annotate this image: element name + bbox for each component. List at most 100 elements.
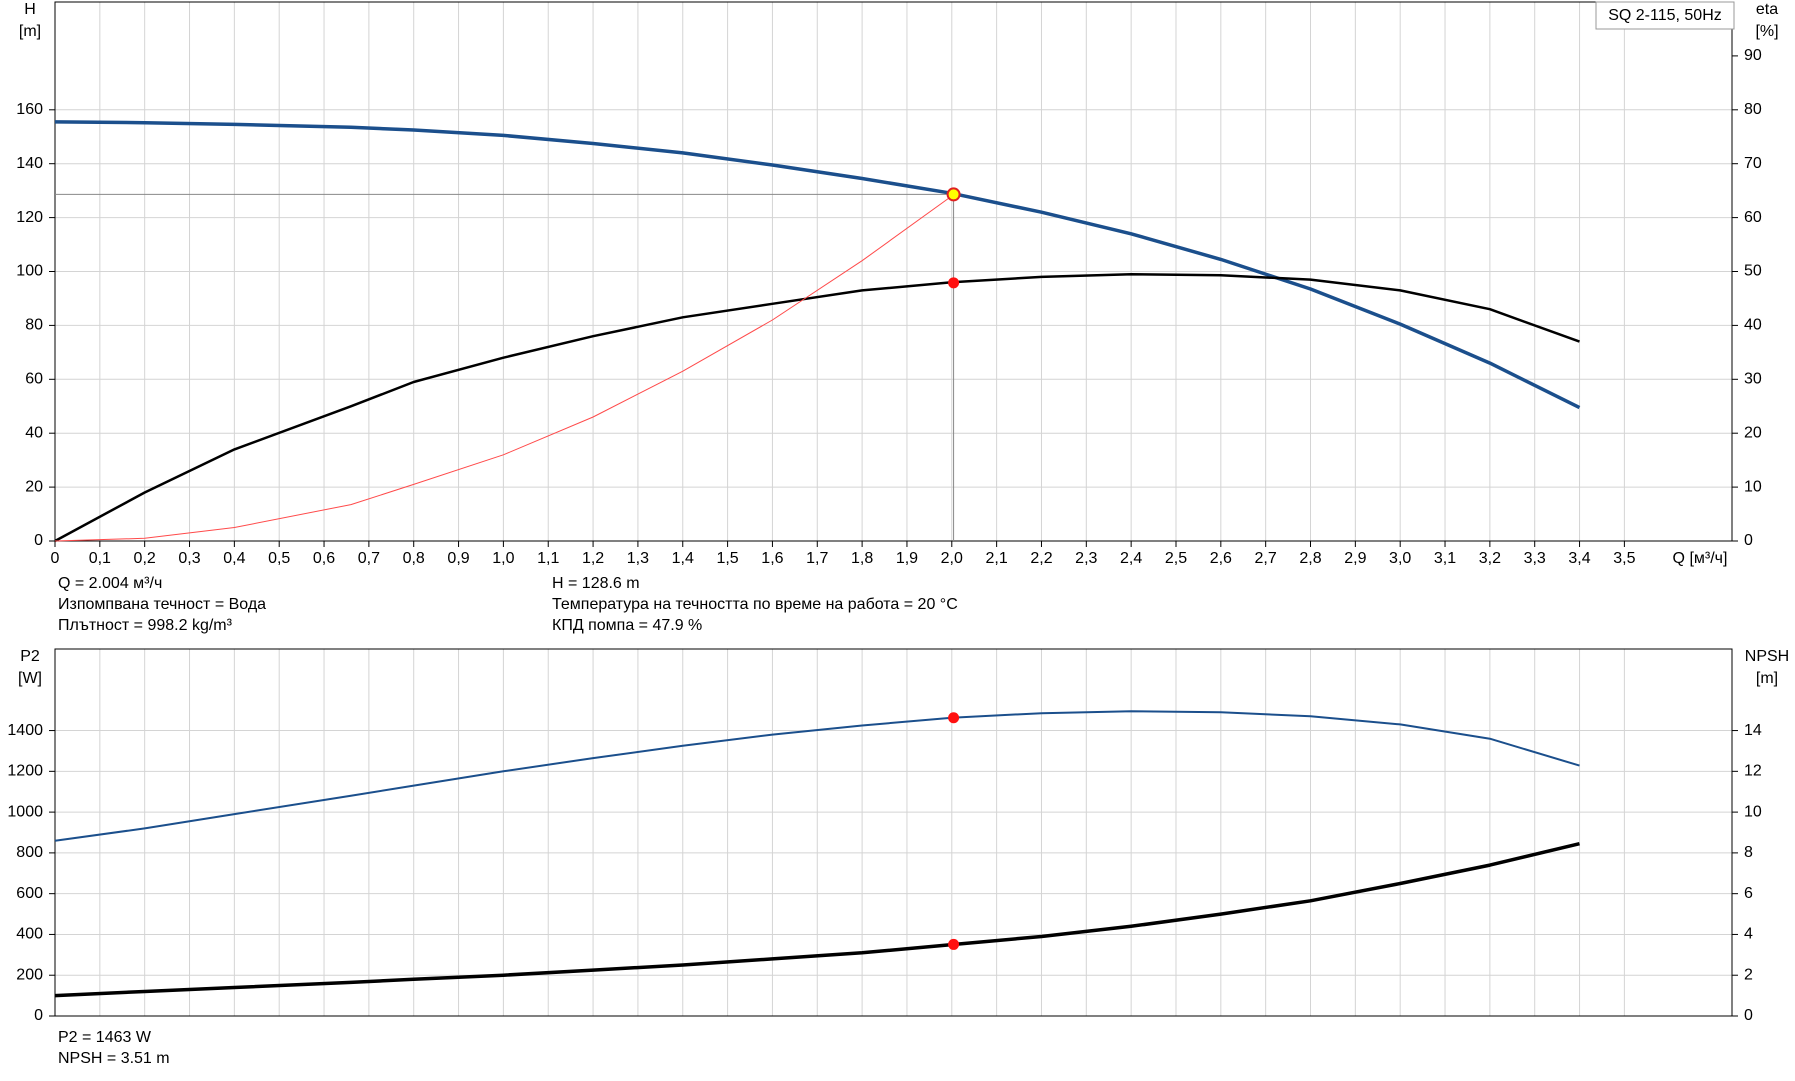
x-tick-label: 1,3 — [627, 550, 649, 567]
x-tick-label: 2,6 — [1210, 550, 1232, 567]
x-tick-label: 2,1 — [986, 550, 1008, 567]
plot-frame — [54, 648, 1733, 1017]
y-tick-label: 20 — [25, 478, 43, 495]
y2-tick-label: 10 — [1744, 803, 1762, 820]
x-tick-label: 2,4 — [1120, 550, 1142, 567]
y-tick-label: 80 — [25, 317, 43, 334]
info-text: Q = 2.004 м³/ч — [58, 575, 162, 592]
x-tick-label: 2,9 — [1344, 550, 1366, 567]
info-text: NPSH = 3.51 m — [58, 1050, 170, 1067]
x-axis-label: Q [м³/ч] — [1673, 550, 1728, 567]
y2-tick-label: 60 — [1744, 209, 1762, 226]
x-tick-label: 1,1 — [537, 550, 559, 567]
y-tick-label: 400 — [16, 926, 43, 943]
info-text: КПД помпа = 47.9 % — [552, 617, 702, 634]
y-tick-label: 1200 — [7, 763, 43, 780]
y2-tick-label: 50 — [1744, 263, 1762, 280]
x-tick-label: 1,2 — [582, 550, 604, 567]
curve — [54, 841, 1580, 998]
x-tick-label: 1,9 — [896, 550, 918, 567]
x-tick-label: 0,5 — [268, 550, 290, 567]
y-axis-label: [W] — [18, 670, 42, 687]
y2-tick-label: 0 — [1744, 1007, 1753, 1024]
x-tick-label: 2,2 — [1030, 550, 1052, 567]
y2-tick-label: 10 — [1744, 478, 1762, 495]
y2-tick-label: 8 — [1744, 844, 1753, 861]
x-tick-label: 1,8 — [851, 550, 873, 567]
curve — [54, 710, 1580, 842]
y2-axis-label: [m] — [1756, 670, 1778, 687]
y-axis-label: P2 — [20, 648, 40, 665]
x-tick-label: 3,0 — [1389, 550, 1411, 567]
curve — [54, 272, 1580, 543]
x-tick-label: 2,8 — [1299, 550, 1321, 567]
y-tick-label: 800 — [16, 844, 43, 861]
x-tick-label: 0,8 — [403, 550, 425, 567]
info-text: Температура на течността по време на раб… — [552, 596, 958, 613]
y-axis-label: H — [24, 1, 36, 18]
y-tick-label: 40 — [25, 424, 43, 441]
x-tick-label: 3,1 — [1434, 550, 1456, 567]
y-axis-label: [m] — [19, 23, 41, 40]
x-tick-label: 3,4 — [1568, 550, 1590, 567]
x-tick-label: 1,7 — [806, 550, 828, 567]
x-tick-label: 0,9 — [447, 550, 469, 567]
info-text: H = 128.6 m — [552, 575, 640, 592]
y-tick-label: 140 — [16, 155, 43, 172]
x-tick-label: 1,0 — [492, 550, 514, 567]
y2-tick-label: 6 — [1744, 885, 1753, 902]
y2-tick-label: 40 — [1744, 317, 1762, 334]
operating-point — [948, 712, 960, 724]
y2-tick-label: 80 — [1744, 101, 1762, 118]
x-tick-label: 0,1 — [89, 550, 111, 567]
info-text: Плътност = 998.2 kg/m³ — [58, 617, 233, 634]
x-tick-label: 1,6 — [761, 550, 783, 567]
info-text: P2 = 1463 W — [58, 1029, 152, 1046]
operating-point — [948, 938, 960, 950]
x-tick-label: 3,2 — [1479, 550, 1501, 567]
x-tick-label: 3,3 — [1524, 550, 1546, 567]
y2-tick-label: 14 — [1744, 722, 1762, 739]
y-tick-label: 0 — [34, 1007, 43, 1024]
operating-point — [946, 187, 961, 202]
y-tick-label: 600 — [16, 885, 43, 902]
y-tick-label: 0 — [34, 532, 43, 549]
x-tick-label: 0 — [51, 550, 60, 567]
operating-point — [948, 277, 960, 289]
y2-tick-label: 20 — [1744, 424, 1762, 441]
x-tick-label: 2,7 — [1255, 550, 1277, 567]
x-tick-label: 2,3 — [1075, 550, 1097, 567]
x-tick-label: 0,6 — [313, 550, 335, 567]
y-tick-label: 1400 — [7, 722, 43, 739]
curve — [54, 120, 1581, 410]
y-tick-label: 100 — [16, 263, 43, 280]
x-tick-label: 2,0 — [941, 550, 963, 567]
curve — [54, 195, 953, 542]
y-tick-label: 200 — [16, 966, 43, 983]
legend-text: SQ 2-115, 50Hz — [1608, 7, 1722, 24]
x-tick-label: 3,5 — [1613, 550, 1635, 567]
y2-axis-label: NPSH — [1745, 648, 1789, 665]
y2-tick-label: 12 — [1744, 763, 1762, 780]
y2-tick-label: 90 — [1744, 47, 1762, 64]
y-tick-label: 1000 — [7, 803, 43, 820]
x-tick-label: 1,5 — [716, 550, 738, 567]
x-tick-label: 0,4 — [223, 550, 245, 567]
x-tick-label: 0,2 — [134, 550, 156, 567]
y2-axis-label: eta — [1756, 1, 1778, 18]
x-tick-label: 1,4 — [672, 550, 694, 567]
y-tick-label: 60 — [25, 371, 43, 388]
y2-tick-label: 0 — [1744, 532, 1753, 549]
y2-tick-label: 2 — [1744, 966, 1753, 983]
plot-frame — [54, 1, 1733, 542]
x-tick-label: 2,5 — [1165, 550, 1187, 567]
y-tick-label: 120 — [16, 209, 43, 226]
y2-tick-label: 30 — [1744, 371, 1762, 388]
x-tick-label: 0,7 — [358, 550, 380, 567]
y2-tick-label: 4 — [1744, 926, 1753, 943]
y2-axis-label: [%] — [1755, 23, 1778, 40]
info-text: Изпомпвана течност = Вода — [58, 596, 266, 613]
y2-tick-label: 70 — [1744, 155, 1762, 172]
x-tick-label: 0,3 — [178, 550, 200, 567]
